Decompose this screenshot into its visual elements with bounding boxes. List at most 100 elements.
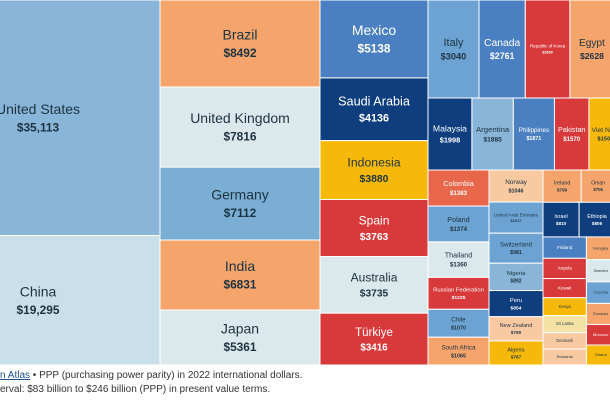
tile-label: Viet Nam xyxy=(592,127,610,134)
tile-label: Malaysia xyxy=(433,124,467,134)
tile-label: Japan xyxy=(221,321,259,337)
tile-value: $1017 xyxy=(511,218,523,223)
tile-label: Ghana xyxy=(595,352,608,357)
tile-value: $6831 xyxy=(223,278,256,292)
tile-label: Thailand xyxy=(445,252,472,260)
tile-label: Angola xyxy=(558,266,573,271)
tile xyxy=(159,239,321,311)
tile-label: Brazil xyxy=(222,27,257,43)
tile xyxy=(488,232,544,264)
tile-label: Czechia xyxy=(593,290,608,295)
tile-label: Ireland xyxy=(554,181,570,187)
tile-value: $2761 xyxy=(490,51,515,61)
tile-value: $5138 xyxy=(357,42,390,56)
tile-label: Sweden xyxy=(593,268,607,273)
tile xyxy=(427,169,490,207)
tile-label: Kenya xyxy=(559,304,572,309)
tile-value: $8492 xyxy=(223,46,256,60)
tile-value: $1871 xyxy=(526,136,541,142)
tile-value: $4136 xyxy=(359,113,389,125)
tile xyxy=(542,169,582,203)
tile-label: China xyxy=(20,283,57,299)
tile-value: $854 xyxy=(511,305,522,311)
tile-label: Kuwait xyxy=(558,285,572,290)
tile xyxy=(427,205,490,243)
tile-label: Nigeria xyxy=(507,271,526,277)
tile-value: $3040 xyxy=(441,52,467,62)
tile-label: Philippines xyxy=(519,127,549,134)
tile xyxy=(488,290,544,318)
tile-label: United Arab Emirates xyxy=(494,212,538,217)
tile-value: $1070 xyxy=(451,325,466,331)
tile-label: Türkiye xyxy=(355,327,393,339)
tile-label: Algeria xyxy=(507,347,525,353)
tile-label: Finland xyxy=(557,245,573,250)
tile-label: Germany xyxy=(211,187,269,203)
tile xyxy=(488,340,544,366)
tile-value: $790 xyxy=(511,330,522,336)
tile xyxy=(542,201,580,238)
tile xyxy=(159,166,321,241)
tile-label: Spain xyxy=(359,214,390,228)
tile-label: Colombia xyxy=(443,179,473,188)
tile-label: Canada xyxy=(484,38,521,49)
tile-value: $1504 xyxy=(597,137,610,143)
tile-value: $3416 xyxy=(360,342,388,353)
source-link[interactable]: n Atlas xyxy=(0,370,31,381)
note-line-1: n Atlas • PPP (purchasing power parity) … xyxy=(0,370,302,381)
tile-label: United Kingdom xyxy=(190,110,290,126)
tile-value: $806 xyxy=(592,221,603,226)
tile xyxy=(427,0,480,99)
tile-label: Indonesia xyxy=(347,156,400,170)
tile-label: Italy xyxy=(444,37,464,49)
tile xyxy=(427,241,490,278)
tile-value: $19,295 xyxy=(17,303,60,317)
tile-label: Morocco xyxy=(593,332,609,337)
tile-value: $1046 xyxy=(508,188,523,194)
tile-value: $3880 xyxy=(360,174,389,185)
tile-value: $1383 xyxy=(450,190,468,197)
tile xyxy=(471,97,514,171)
tile-label: Israel xyxy=(554,214,567,220)
tile-label: Saudi Arabia xyxy=(338,95,411,109)
tile xyxy=(319,77,429,142)
tile xyxy=(478,0,526,99)
tile-value: $1885 xyxy=(483,137,502,144)
tile-label: Ethiopia xyxy=(587,214,607,220)
tile-value: $35,113 xyxy=(17,120,60,134)
tile-label: Australia xyxy=(351,270,398,284)
tile-label: Ecuador xyxy=(593,311,609,316)
tile xyxy=(319,256,429,314)
tile-value: $1360 xyxy=(450,262,468,269)
tile-label: New Zealand xyxy=(500,323,533,329)
tile-value: $1225 xyxy=(452,295,466,301)
tile-label: Norway xyxy=(505,179,527,186)
note: erval: $83 billion to $246 billion (PPP)… xyxy=(0,384,271,395)
tile-label: Russian Federation xyxy=(433,288,484,294)
tile-label: Hungary xyxy=(593,245,608,250)
tile xyxy=(488,201,544,234)
tile xyxy=(0,0,161,237)
tile xyxy=(569,0,610,99)
treemap: United States $35,113 China $19,295 Brazil $8… xyxy=(0,0,610,366)
tile xyxy=(319,0,429,79)
tile xyxy=(427,336,490,366)
tile-label: Switzerland xyxy=(500,241,533,248)
tile-label: South Africa xyxy=(441,344,476,351)
tile xyxy=(580,169,610,203)
tile xyxy=(319,140,429,200)
tile-value: $1065 xyxy=(451,353,466,359)
tile-value: $1570 xyxy=(563,136,581,143)
tile xyxy=(319,312,429,366)
tile xyxy=(427,97,473,171)
tile xyxy=(319,198,429,258)
tile xyxy=(553,97,590,171)
tile-value: $7112 xyxy=(224,206,257,220)
tile-value: $1998 xyxy=(440,135,460,144)
tile xyxy=(159,0,321,88)
tile-label: Denmark xyxy=(556,338,574,343)
tile-label: India xyxy=(225,258,256,274)
tile-label: Egypt xyxy=(579,38,605,49)
tile-value: $706 xyxy=(593,187,603,192)
